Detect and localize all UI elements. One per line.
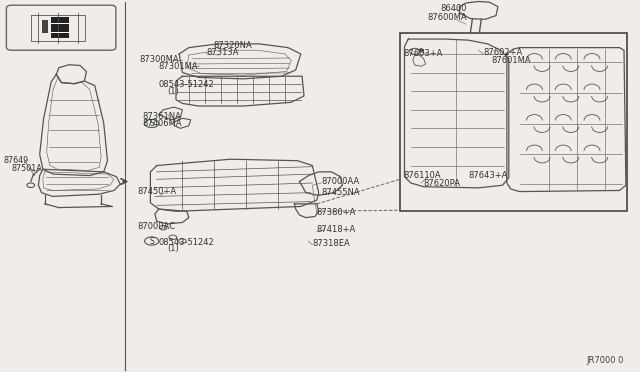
Text: 87649: 87649: [3, 156, 28, 165]
Text: 08543-51242: 08543-51242: [159, 238, 214, 247]
Bar: [42, 20, 48, 33]
Text: 87406MA: 87406MA: [142, 119, 182, 128]
Text: 86400: 86400: [440, 4, 467, 13]
Text: 87603+A: 87603+A: [403, 49, 443, 58]
Text: 87380+A: 87380+A: [317, 208, 356, 217]
Text: 87418+A: 87418+A: [317, 225, 356, 234]
Bar: [51, 17, 69, 38]
Circle shape: [145, 119, 159, 128]
Text: 87450+A: 87450+A: [138, 187, 177, 196]
Text: 87300MA: 87300MA: [140, 55, 179, 64]
Text: 87602+A: 87602+A: [483, 48, 522, 57]
FancyBboxPatch shape: [6, 5, 116, 50]
Text: 87501A: 87501A: [12, 164, 42, 173]
Text: 87455NA: 87455NA: [321, 188, 360, 197]
Text: JR7000 0: JR7000 0: [587, 356, 624, 365]
Circle shape: [419, 49, 424, 52]
Circle shape: [145, 237, 159, 245]
Text: 87313A: 87313A: [206, 48, 239, 57]
Text: 87320NA: 87320NA: [214, 41, 253, 50]
Text: 87000AA: 87000AA: [321, 177, 360, 186]
Text: 87643+A: 87643+A: [468, 171, 508, 180]
Text: 87000AC: 87000AC: [138, 222, 175, 231]
Text: 08543-51242: 08543-51242: [159, 80, 214, 89]
Text: (1): (1): [168, 87, 179, 96]
Text: S: S: [149, 119, 154, 128]
Text: 87318EA: 87318EA: [312, 239, 350, 248]
Text: 87301MA: 87301MA: [159, 62, 198, 71]
Text: 87600MA: 87600MA: [428, 13, 467, 22]
Text: (1): (1): [168, 244, 179, 253]
Text: 87620PA: 87620PA: [424, 179, 461, 187]
Text: S: S: [149, 237, 154, 246]
Text: 87601MA: 87601MA: [492, 56, 531, 65]
Text: 876110A: 876110A: [403, 171, 441, 180]
Bar: [400, 33, 627, 211]
Text: 87361NA: 87361NA: [142, 112, 181, 121]
